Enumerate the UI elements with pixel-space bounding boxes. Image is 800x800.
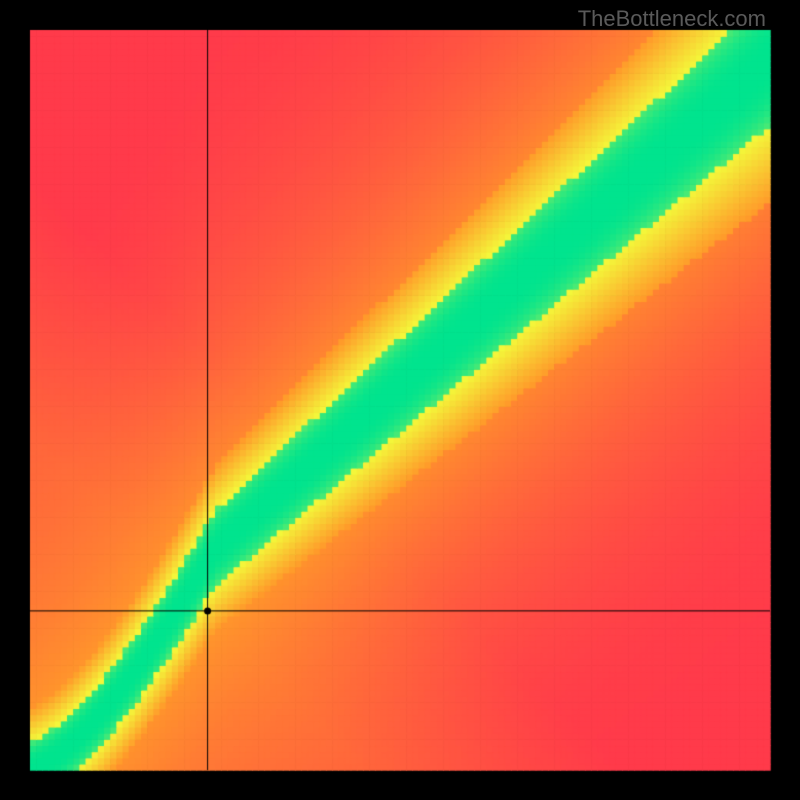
watermark-text: TheBottleneck.com: [578, 6, 766, 32]
bottleneck-heatmap: [0, 0, 800, 800]
chart-container: TheBottleneck.com: [0, 0, 800, 800]
